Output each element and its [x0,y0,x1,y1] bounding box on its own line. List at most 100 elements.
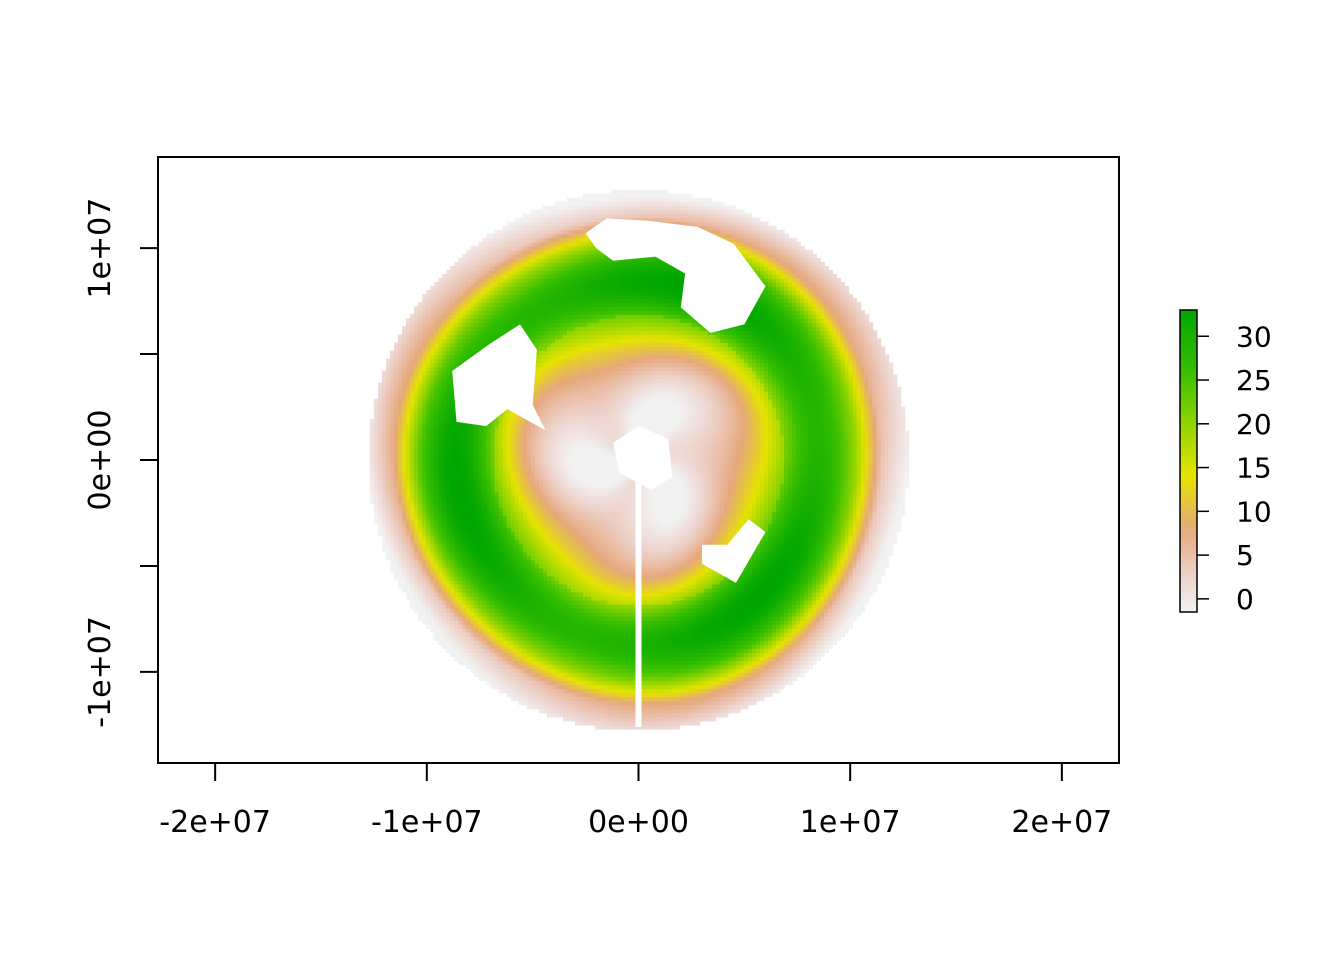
raster-cell [470,495,476,501]
raster-cell [562,531,568,537]
raster-cell [566,342,572,348]
raster-cell [542,543,548,549]
raster-cell [438,390,443,396]
raster-cell [538,628,544,633]
raster-cell [466,435,472,440]
raster-cell [462,616,468,621]
raster-cell [442,322,447,327]
raster-cell [538,648,544,653]
raster-cell [566,632,572,637]
raster-cell [526,543,532,549]
raster-cell [498,447,504,452]
raster-cell [438,632,443,637]
raster-cell [550,418,556,424]
raster-cell [454,265,459,271]
raster-cell [558,600,564,605]
raster-cell [466,277,472,283]
raster-cell [434,402,439,408]
raster-cell [373,463,379,468]
raster-cell [526,668,532,674]
raster-cell [510,628,516,633]
raster-cell [434,543,439,549]
raster-cell [434,310,439,315]
raster-cell [458,439,463,444]
raster-cell [498,672,504,678]
raster-cell [558,604,564,609]
raster-cell [566,306,572,311]
raster-cell [494,636,500,641]
raster-cell [506,612,512,617]
raster-cell [570,378,576,384]
raster-cell [458,503,463,509]
raster-cell [438,612,443,617]
raster-cell [502,596,508,601]
raster-cell [562,418,568,424]
raster-cell [530,583,536,589]
raster-cell [454,575,459,581]
raster-cell [570,209,576,215]
raster-cell [534,229,540,235]
raster-cell [542,471,548,476]
raster-cell [482,269,488,275]
raster-cell [546,286,552,291]
raster-cell [534,346,540,352]
raster-cell [538,479,544,484]
raster-cell [394,571,399,577]
raster-cell [438,592,443,597]
raster-cell [575,620,580,625]
raster-cell [498,652,504,658]
raster-cell [562,479,568,484]
raster-cell [426,559,431,565]
raster-cell [562,249,568,255]
raster-cell [526,684,532,690]
raster-cell [389,471,395,476]
raster-cell [430,374,435,380]
raster-cell [566,346,572,352]
raster-cell [526,257,532,263]
raster-cell [418,596,423,601]
raster-cell [430,338,435,344]
raster-cell [534,253,540,259]
raster-cell [506,221,512,227]
raster-cell [430,604,435,609]
raster-cell [474,592,480,597]
raster-cell [486,519,492,525]
raster-cell [406,475,411,480]
raster-cell [566,221,572,227]
raster-cell [542,479,548,484]
raster-cell [486,523,492,529]
raster-cell [554,277,560,283]
raster-cell [478,644,484,649]
raster-cell [554,612,560,617]
raster-cell [474,604,480,609]
raster-cell [542,628,548,633]
raster-cell [385,495,391,501]
raster-cell [406,527,411,533]
raster-cell [474,503,480,509]
raster-cell [570,547,576,553]
raster-cell [502,676,508,682]
raster-cell [385,475,391,480]
raster-cell [418,318,423,323]
raster-cell [450,547,455,553]
raster-cell [566,197,572,203]
raster-cell [450,604,455,609]
raster-cell [430,616,435,621]
raster-cell [442,644,447,649]
raster-cell [442,616,447,621]
raster-cell [566,656,572,662]
raster-cell [398,362,403,368]
raster-cell [410,426,415,432]
raster-cell [538,298,544,303]
raster-cell [550,245,556,251]
raster-cell [534,704,540,710]
raster-cell [510,692,516,698]
raster-cell [530,507,536,513]
raster-cell [430,503,435,509]
raster-cell [494,322,500,327]
raster-cell [526,531,532,537]
raster-cell [562,535,568,541]
raster-cell [554,511,560,517]
raster-cell [530,688,536,694]
raster-cell [530,422,536,428]
